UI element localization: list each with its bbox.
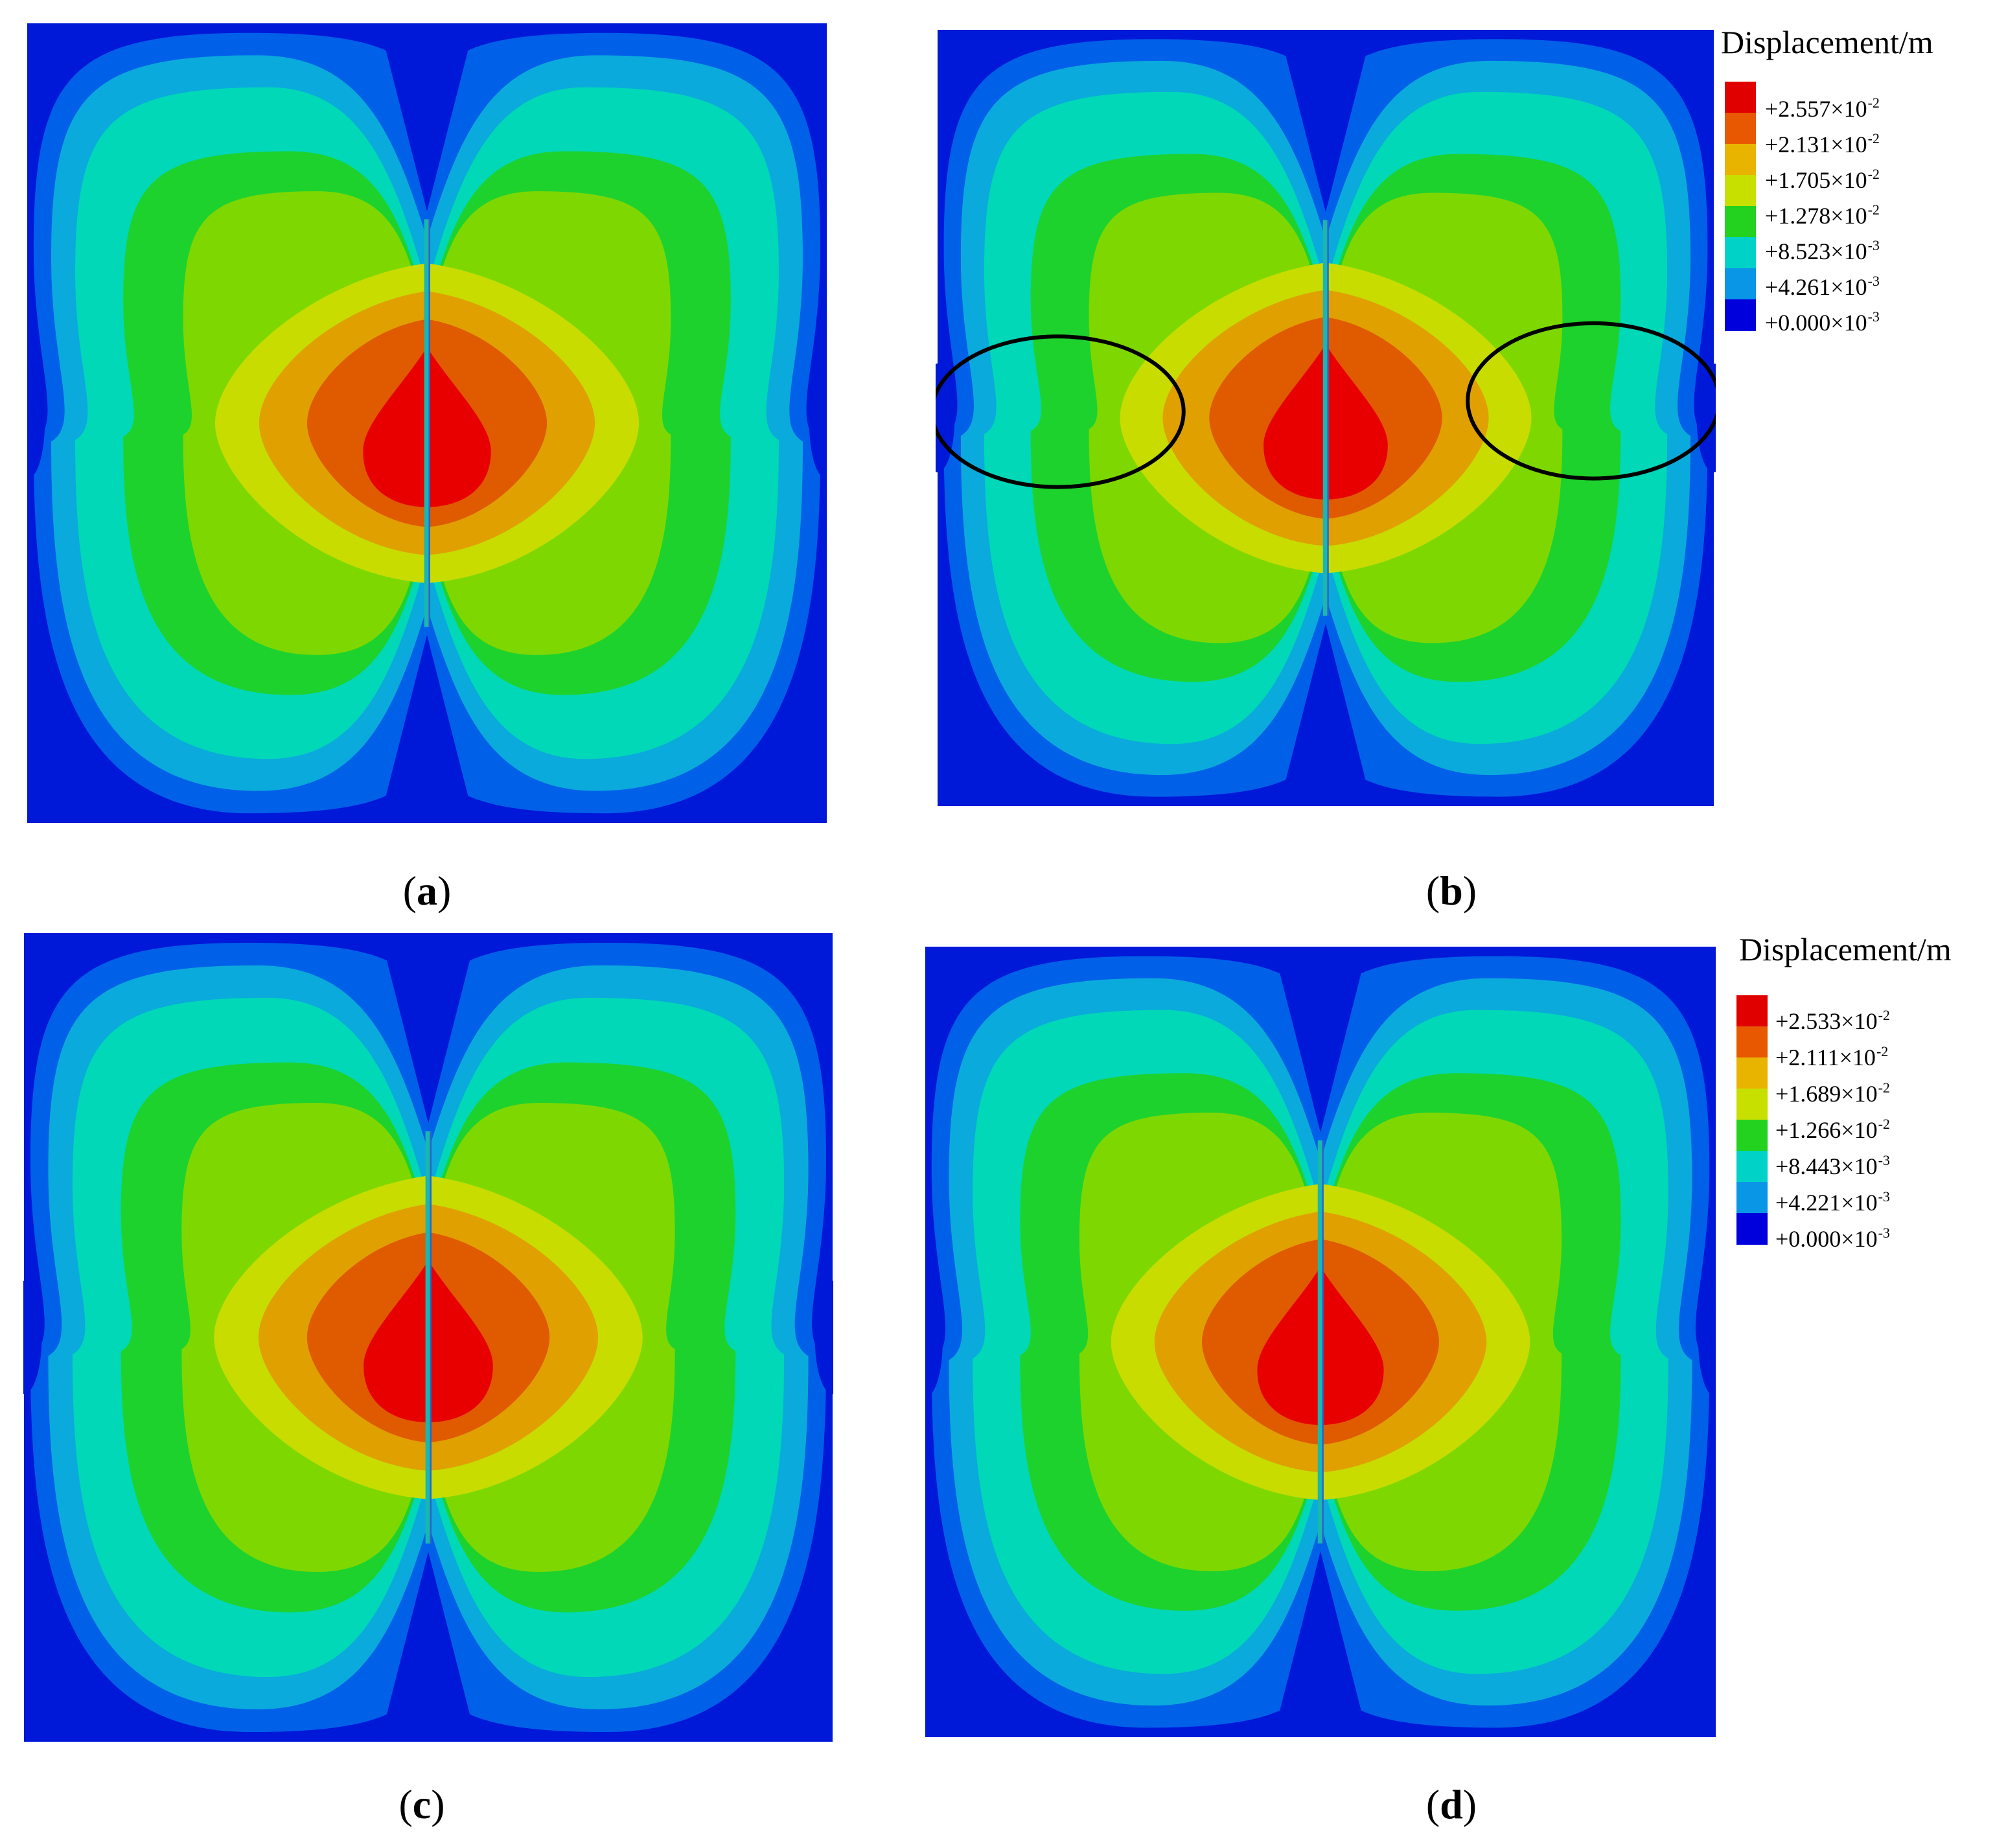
legend-swatch: [1725, 175, 1756, 207]
legend-value-label: +2.557×10-2: [1765, 95, 1880, 122]
legend-d: Displacement/m +2.533×10-2 +2.111×10-2 +1.…: [1724, 930, 1989, 1252]
contour-notch-bottom: [1273, 1551, 1368, 1737]
contour-edge-right: [1698, 1286, 1716, 1398]
contour-notch-top: [1279, 30, 1372, 213]
legend-value-label: +2.131×10-2: [1765, 130, 1880, 157]
legend-swatch: [1736, 1182, 1768, 1214]
panel-c-contour: [23, 933, 833, 1742]
panel-d-contour: [925, 946, 1716, 1738]
legend-value-label: +1.705×10-2: [1765, 166, 1880, 193]
legend-d-colorbar: [1736, 995, 1768, 1245]
legend-value-label: +2.111×10-2: [1775, 1043, 1889, 1070]
legend-b-colorbar: [1725, 82, 1756, 331]
legend-swatch: [1736, 1151, 1768, 1183]
contour-notch-top: [380, 933, 477, 1124]
legend-b-title: Displacement/m: [1721, 24, 1933, 60]
contour-notch-bottom: [380, 1551, 477, 1742]
legend-swatch: [1725, 268, 1756, 300]
contour-notch-bottom: [1279, 623, 1372, 806]
legend-swatch: [1736, 1026, 1768, 1058]
legend-swatch: [1736, 1120, 1768, 1151]
legend-value-label: +4.221×10-3: [1775, 1188, 1890, 1216]
caption-c: (c): [398, 1781, 445, 1827]
contour-edge-left: [925, 1286, 943, 1398]
legend-value-label: +1.266×10-2: [1775, 1116, 1890, 1143]
panel-a-contour: [27, 23, 827, 823]
legend-swatch: [1736, 1089, 1768, 1120]
legend-swatch: [1736, 1057, 1768, 1089]
contour-edge-left: [936, 364, 955, 472]
contour-edge-right: [809, 367, 827, 479]
legend-value-label: +1.278×10-2: [1765, 202, 1880, 229]
legend-swatch: [1736, 995, 1768, 1027]
highlight-ellipse-right: [1466, 321, 1716, 481]
caption-d: (d): [1425, 1781, 1477, 1827]
contour-edge-left: [27, 367, 45, 479]
legend-swatch: [1725, 237, 1756, 269]
panel-b-contour: [936, 30, 1716, 806]
contour-plot-d: [925, 947, 1716, 1737]
legend-value-label: +2.533×10-2: [1775, 1007, 1890, 1034]
contour-plot-b: [936, 30, 1716, 806]
contour-edge-right: [814, 1280, 833, 1394]
highlight-ellipse-left: [936, 334, 1186, 489]
legend-swatch: [1725, 144, 1756, 176]
legend-value-label: +0.000×10-3: [1765, 308, 1880, 336]
legend-swatch: [1725, 299, 1756, 331]
contour-plot-a: [27, 23, 827, 823]
legend-b: Displacement/m +2.557×10-2 +2.131×10-2 +1.…: [1711, 23, 1989, 336]
contour-plot-c: [23, 933, 833, 1742]
caption-a: (a): [402, 868, 452, 914]
legend-value-label: +4.261×10-3: [1765, 273, 1880, 300]
legend-value-label: +0.000×10-3: [1775, 1225, 1890, 1252]
contour-notch-top: [378, 23, 476, 211]
contour-edge-left: [23, 1280, 42, 1394]
legend-value-label: +8.523×10-3: [1765, 237, 1880, 264]
contour-notch-bottom: [378, 635, 476, 823]
legend-swatch: [1725, 113, 1756, 144]
legend-swatch: [1725, 206, 1756, 238]
contour-edge-right: [1696, 364, 1716, 472]
contour-notch-top: [1273, 947, 1368, 1133]
legend-swatch: [1725, 82, 1756, 113]
legend-swatch: [1736, 1213, 1768, 1245]
legend-value-label: +1.689×10-2: [1775, 1080, 1890, 1107]
legend-d-title: Displacement/m: [1739, 931, 1952, 967]
legend-value-label: +8.443×10-3: [1775, 1152, 1890, 1179]
caption-b: (b): [1425, 868, 1477, 914]
